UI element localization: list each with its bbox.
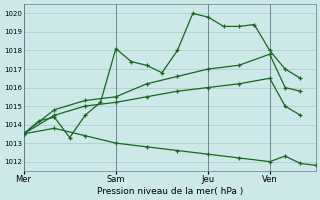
X-axis label: Pression niveau de la mer( hPa ): Pression niveau de la mer( hPa ) [97,187,243,196]
